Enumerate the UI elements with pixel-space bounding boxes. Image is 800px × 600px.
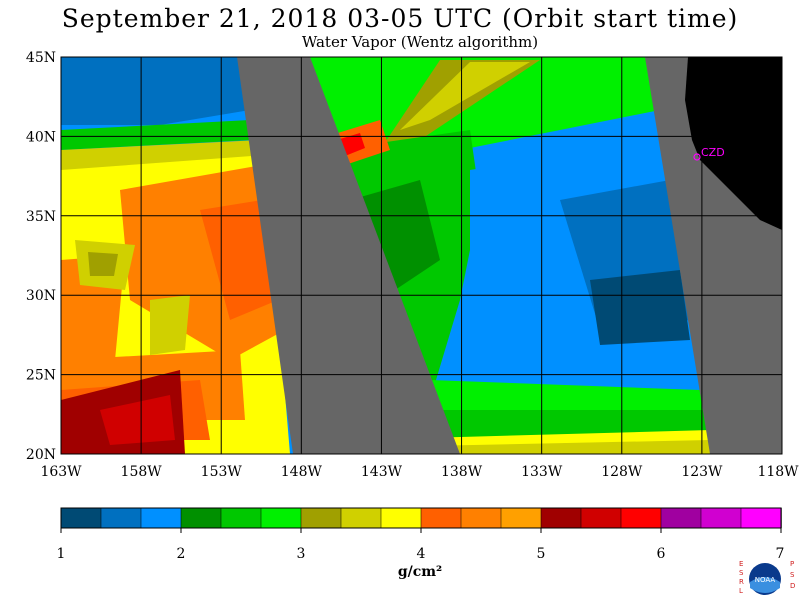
longitude-label: 118W bbox=[757, 464, 799, 480]
colorbar-swatch bbox=[260, 507, 302, 529]
longitude-label: 148W bbox=[281, 464, 323, 480]
colorbar-tick-label: 2 bbox=[176, 546, 186, 562]
colorbar-swatch bbox=[220, 507, 262, 529]
colorbar-swatch bbox=[540, 507, 582, 529]
longitude-label: 138W bbox=[441, 464, 483, 480]
graticule bbox=[61, 57, 782, 454]
station-marker: CZD bbox=[693, 146, 725, 161]
latitude-label: 35N bbox=[26, 209, 56, 225]
colorbar-swatch bbox=[380, 507, 422, 529]
map-subtitle: Water Vapor (Wentz algorithm) bbox=[301, 33, 539, 51]
colorbar-swatch bbox=[60, 507, 102, 529]
longitude-label: 133W bbox=[521, 464, 563, 480]
colorbar-swatch bbox=[660, 507, 702, 529]
station-label: CZD bbox=[701, 146, 725, 159]
latitude-labels: 45N 40N 35N 30N 25N 20N bbox=[26, 50, 56, 463]
colorbar-tick-label: 7 bbox=[775, 546, 785, 562]
colorbar-swatch bbox=[300, 507, 342, 529]
latitude-label: 45N bbox=[26, 50, 56, 66]
colorbar-tick-label: 6 bbox=[656, 546, 666, 562]
colorbar-swatch bbox=[740, 507, 782, 529]
colorbar-swatch bbox=[340, 507, 382, 529]
colorbar-swatch bbox=[420, 507, 462, 529]
colorbar-tick-label: 1 bbox=[56, 546, 66, 562]
colorbar-swatch bbox=[620, 507, 662, 529]
colorbar-swatch bbox=[580, 507, 622, 529]
longitude-label: 128W bbox=[601, 464, 643, 480]
longitude-label: 163W bbox=[40, 464, 82, 480]
longitude-label: 123W bbox=[681, 464, 723, 480]
colorbar-swatch bbox=[180, 507, 222, 529]
latitude-label: 40N bbox=[26, 129, 56, 145]
map-title: September 21, 2018 03-05 UTC (Orbit star… bbox=[61, 4, 739, 33]
longitude-label: 153W bbox=[201, 464, 243, 480]
colorbar-swatch bbox=[460, 507, 502, 529]
colorbar-tick-label: 3 bbox=[296, 546, 306, 562]
latitude-label: 25N bbox=[26, 368, 56, 384]
noaa-logo-text: NOAA bbox=[755, 576, 776, 584]
latitude-label: 30N bbox=[26, 288, 56, 304]
colorbar-units: g/cm² bbox=[397, 564, 443, 580]
map-frame bbox=[60, 56, 783, 455]
longitude-label: 158W bbox=[121, 464, 163, 480]
latitude-label: 20N bbox=[26, 447, 56, 463]
colorbar-swatch bbox=[500, 507, 542, 529]
colorbar bbox=[60, 507, 782, 533]
colorbar-frame bbox=[60, 507, 782, 529]
colorbar-tick-label: 5 bbox=[536, 546, 546, 562]
colorbar-swatch bbox=[140, 507, 182, 529]
longitude-labels: 163W 158W 153W 148W 143W 138W 133W 128W 123W 118W bbox=[40, 464, 799, 480]
colorbar-tick-label: 4 bbox=[416, 546, 426, 562]
map-field bbox=[61, 57, 782, 454]
longitude-label: 143W bbox=[361, 464, 403, 480]
colorbar-swatch bbox=[100, 507, 142, 529]
colorbar-swatch bbox=[700, 507, 742, 529]
